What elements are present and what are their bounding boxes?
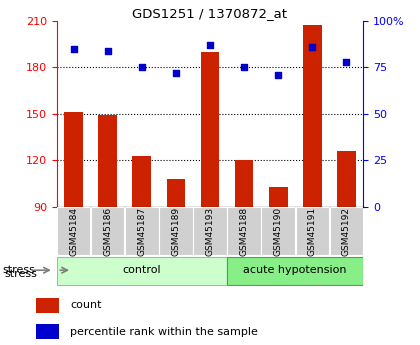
- Text: GSM45188: GSM45188: [239, 207, 249, 256]
- Bar: [296, 207, 329, 255]
- Bar: [303, 26, 322, 207]
- Text: stress: stress: [3, 265, 36, 275]
- Text: count: count: [70, 300, 102, 310]
- Point: [275, 72, 281, 78]
- Bar: [269, 187, 288, 207]
- Bar: [337, 151, 356, 207]
- Text: percentile rank within the sample: percentile rank within the sample: [70, 327, 258, 337]
- Bar: [167, 179, 185, 207]
- Text: GSM45189: GSM45189: [171, 207, 181, 256]
- Point: [173, 70, 179, 76]
- Bar: [330, 207, 363, 255]
- Text: control: control: [123, 265, 161, 275]
- Bar: [125, 207, 159, 255]
- Point: [105, 48, 111, 53]
- Bar: [132, 156, 151, 207]
- Bar: [235, 160, 253, 207]
- Bar: [227, 257, 363, 285]
- Bar: [193, 207, 227, 255]
- Bar: [57, 257, 227, 285]
- Bar: [201, 52, 219, 207]
- Bar: [261, 207, 295, 255]
- Point: [207, 42, 213, 48]
- Text: GSM45190: GSM45190: [274, 207, 283, 256]
- Point: [71, 46, 77, 51]
- Bar: [91, 207, 124, 255]
- Text: stress: stress: [4, 269, 37, 279]
- Bar: [98, 116, 117, 207]
- Bar: [36, 324, 59, 339]
- Bar: [36, 297, 59, 313]
- Text: GSM45191: GSM45191: [308, 207, 317, 256]
- Bar: [57, 207, 90, 255]
- Text: acute hypotension: acute hypotension: [244, 265, 347, 275]
- Text: GSM45184: GSM45184: [69, 207, 78, 256]
- Bar: [64, 112, 83, 207]
- Bar: [227, 207, 261, 255]
- Point: [139, 65, 145, 70]
- Point: [343, 59, 349, 65]
- Text: GSM45193: GSM45193: [205, 207, 215, 256]
- Text: GSM45192: GSM45192: [342, 207, 351, 256]
- Text: GSM45187: GSM45187: [137, 207, 146, 256]
- Text: GSM45186: GSM45186: [103, 207, 112, 256]
- Title: GDS1251 / 1370872_at: GDS1251 / 1370872_at: [132, 7, 288, 20]
- Point: [309, 44, 315, 50]
- Point: [241, 65, 247, 70]
- Bar: [159, 207, 193, 255]
